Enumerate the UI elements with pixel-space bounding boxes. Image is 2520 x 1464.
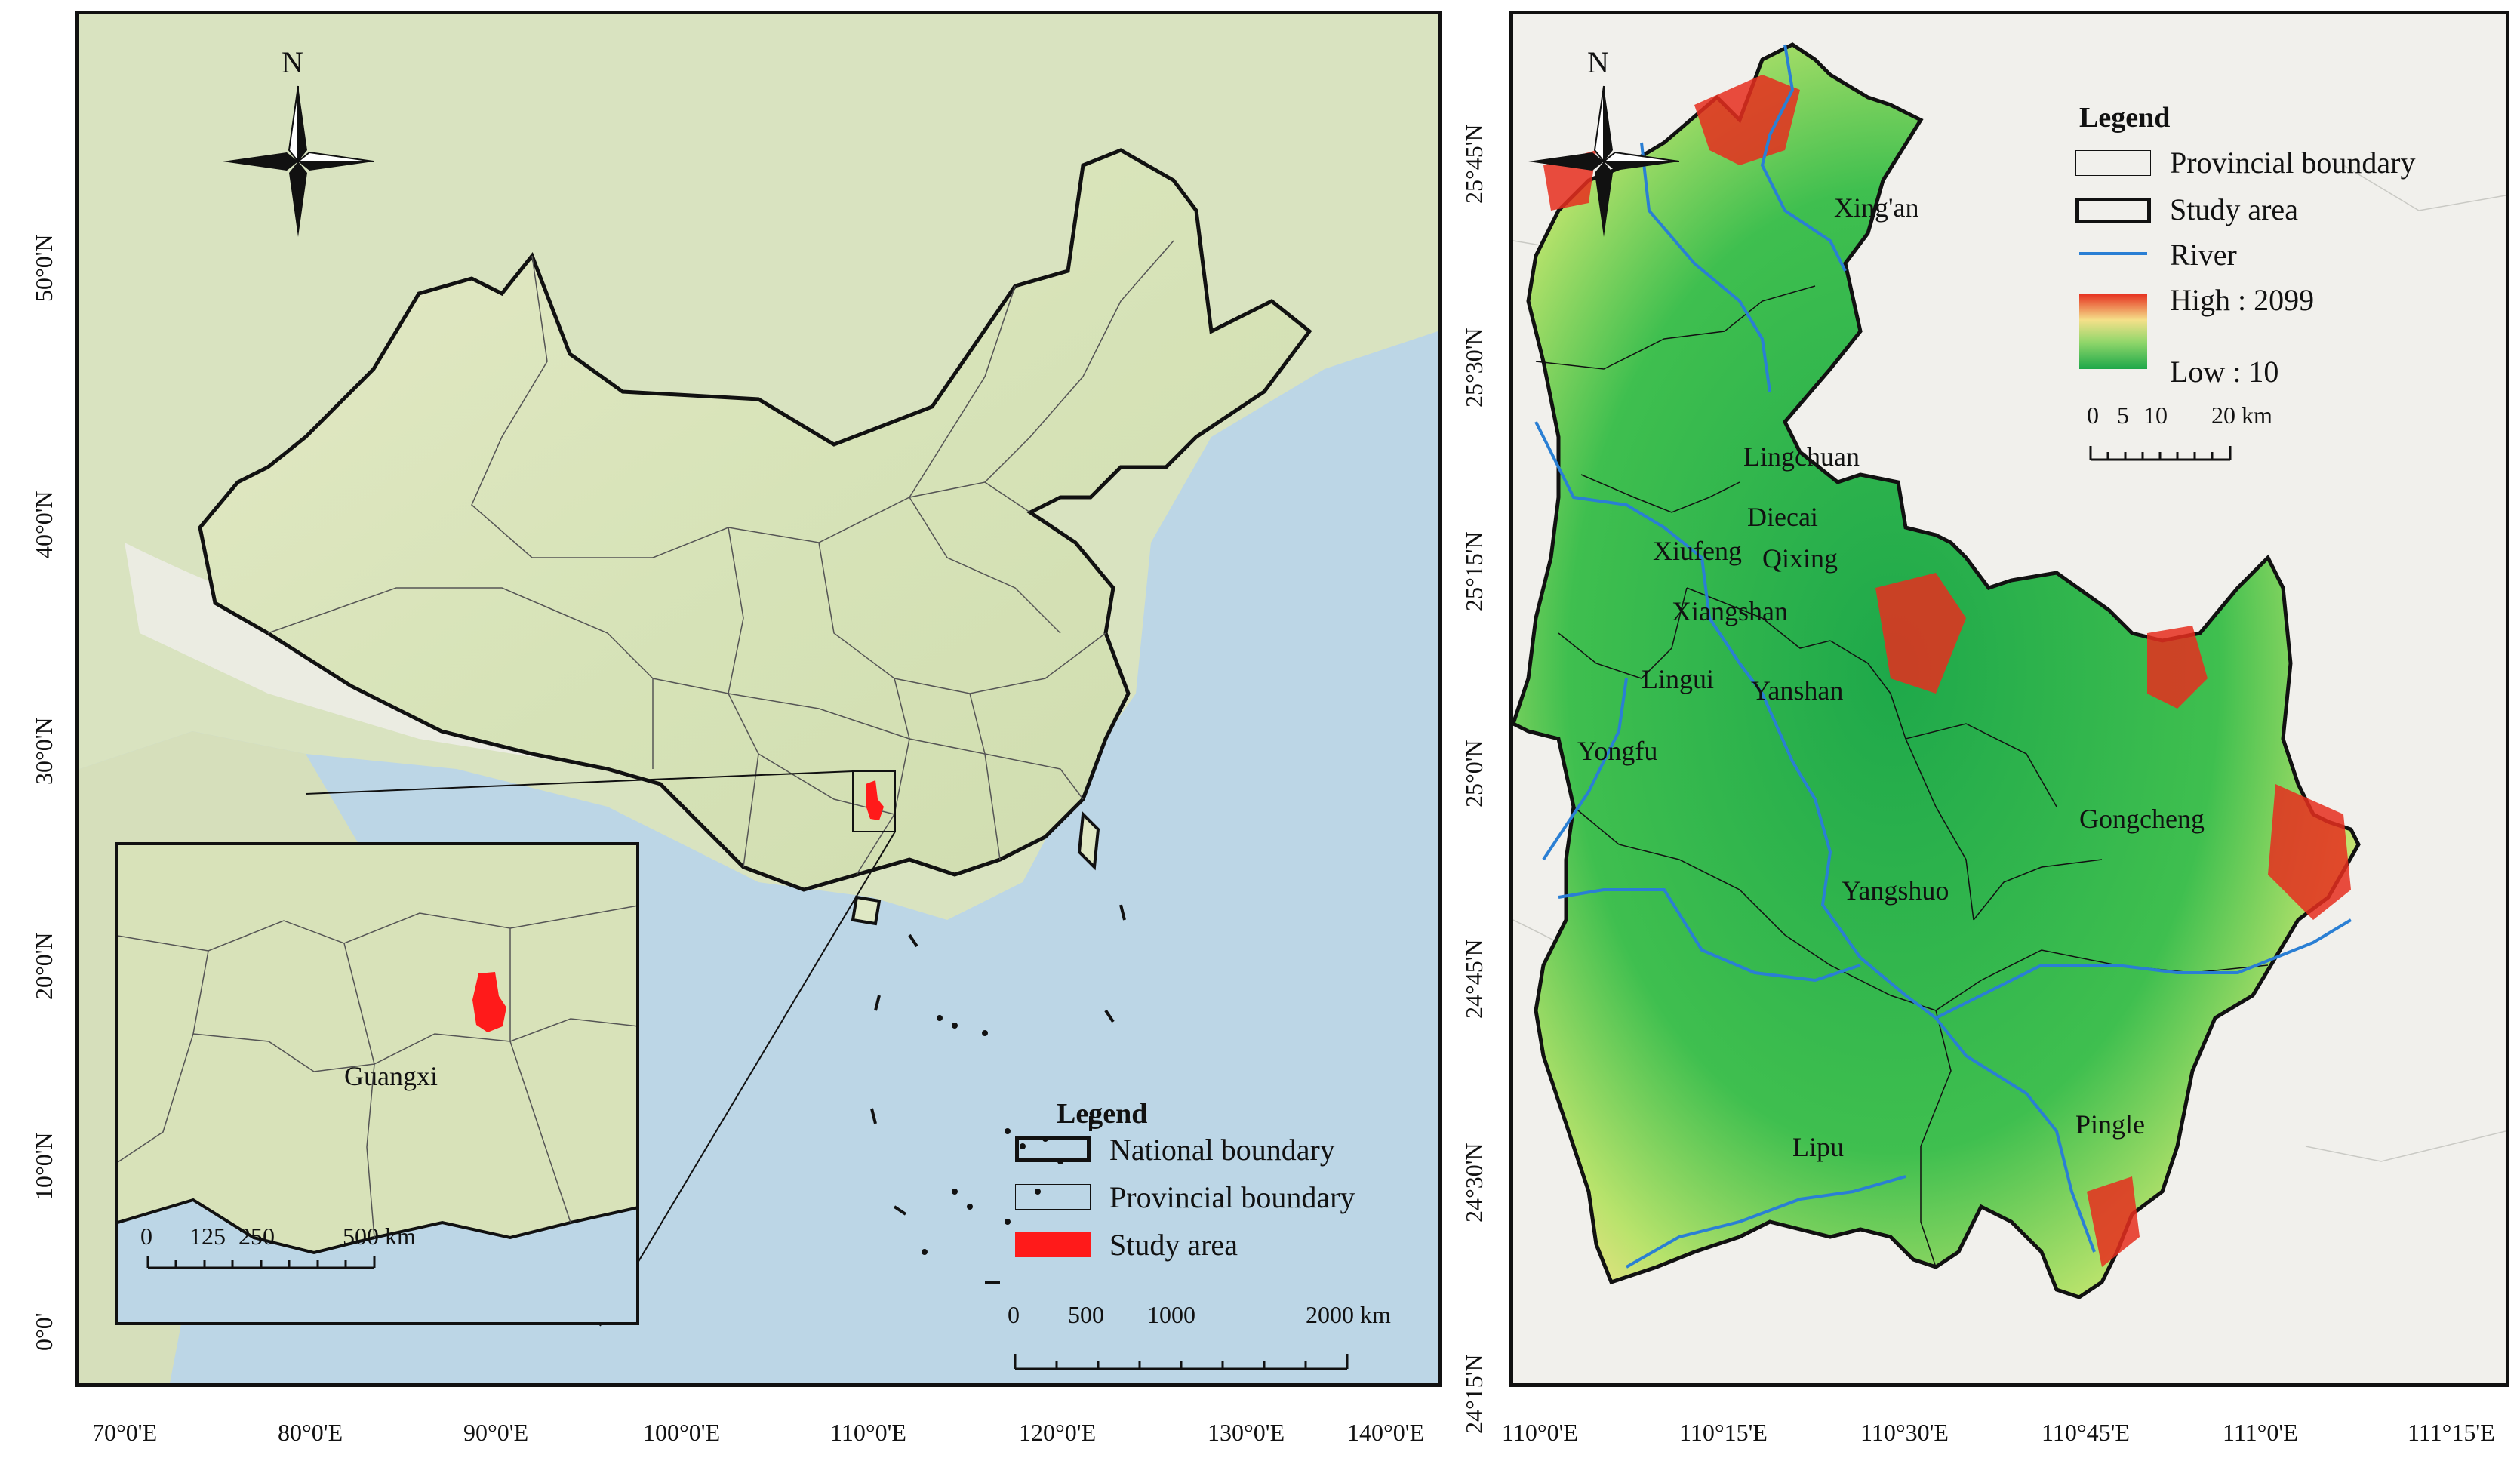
left-legend: Legend National boundary Provincial boun…	[1015, 1097, 1438, 1316]
legend-river-label: River	[2170, 238, 2237, 272]
left-scale-0: 0	[1008, 1301, 1020, 1328]
north-label-right: N	[1587, 45, 1609, 79]
inset-graphic	[118, 905, 636, 1322]
right-scale-0: 0	[2087, 401, 2099, 429]
legend-national-swatch	[1015, 1136, 1091, 1162]
left-lon-120: 120°0'E	[1019, 1419, 1097, 1446]
left-lat-20: 20°0'N	[30, 932, 57, 1000]
inset-guangxi-label: Guangxi	[344, 1061, 438, 1091]
inset-provincial-boundaries	[118, 905, 636, 1238]
left-scale-bar	[1014, 1354, 1349, 1370]
place-yongfu: Yongfu	[1577, 736, 1658, 766]
legend-study-label: Study area	[1109, 1228, 1238, 1262]
left-lon-70: 70°0'E	[92, 1419, 158, 1446]
right-lon-110-30: 110°30'E	[1860, 1419, 1949, 1446]
inset-connector-top	[305, 770, 854, 795]
legend-national-label: National boundary	[1109, 1133, 1335, 1167]
left-lon-100: 100°0'E	[643, 1419, 721, 1446]
place-xiufeng: Xiufeng	[1653, 536, 1742, 566]
legend-provincial-swatch	[1015, 1184, 1091, 1210]
right-lat-25-0: 25°0'N	[1460, 740, 1488, 807]
place-yanshan: Yanshan	[1751, 675, 1844, 706]
study-area-overview	[866, 780, 884, 820]
left-scale-2000: 2000 km	[1306, 1301, 1391, 1328]
right-lat-24-45: 24°45'N	[1460, 939, 1488, 1019]
right-lon-110-45: 110°45'E	[2042, 1419, 2130, 1446]
legend-study-outline-label: Study area	[2170, 192, 2298, 226]
study-area-locator-box	[852, 770, 896, 832]
legend-prov-swatch	[2075, 150, 2151, 176]
place-gongcheng: Gongcheng	[2079, 804, 2205, 834]
left-lat-50: 50°0'N	[30, 234, 57, 302]
right-lon-110-0: 110°0'E	[1502, 1419, 1578, 1446]
compass-icon	[1528, 85, 1679, 237]
right-scale-5: 5	[2117, 401, 2129, 429]
inset-scale-ticks	[146, 1256, 376, 1268]
right-scale-10: 10	[2143, 401, 2168, 429]
place-qixing: Qixing	[1762, 543, 1838, 574]
guangxi-inset-map: Guangxi 0 125 250 500 km	[115, 842, 639, 1325]
inset-connector-bottom	[599, 831, 896, 1327]
nine-dash-line	[870, 904, 1126, 1284]
right-legend-title: Legend	[2079, 102, 2171, 134]
right-lat-24-30: 24°30'N	[1460, 1143, 1488, 1223]
north-arrow-left: N	[223, 45, 374, 241]
place-lipu: Lipu	[1792, 1132, 1844, 1162]
place-xiangshan: Xiangshan	[1672, 596, 1788, 626]
elevation-high-label: High : 2099	[2170, 283, 2315, 317]
right-scale-bar	[2089, 446, 2232, 461]
left-lat-40: 40°0'N	[30, 491, 57, 558]
elevation-low-label: Low : 10	[2170, 355, 2279, 389]
right-scale-20: 20 km	[2211, 401, 2272, 429]
legend-study-outline-swatch	[2075, 198, 2151, 223]
right-lon-111-0: 111°0'E	[2223, 1419, 2298, 1446]
place-pingle: Pingle	[2075, 1109, 2146, 1140]
right-lat-25-15: 25°15'N	[1460, 531, 1488, 611]
taiwan	[1077, 810, 1100, 871]
right-lon-110-15: 110°15'E	[1679, 1419, 1768, 1446]
left-lon-80: 80°0'E	[278, 1419, 343, 1446]
place-xingan: Xing'an	[1834, 192, 1919, 223]
inset-scale-0: 0	[140, 1223, 152, 1250]
right-lat-25-30: 25°30'N	[1460, 328, 1488, 408]
place-lingui: Lingui	[1642, 664, 1714, 694]
north-label-left: N	[282, 45, 303, 79]
compass-icon	[223, 85, 374, 237]
legend-provincial-label: Provincial boundary	[1109, 1180, 1355, 1214]
left-lat-30: 30°0'N	[30, 717, 57, 785]
place-yangshuo: Yangshuo	[1842, 875, 1949, 906]
inset-sea	[118, 1200, 636, 1322]
place-lingchuan: Lingchuan	[1743, 441, 1860, 472]
inset-scale-250: 250	[238, 1223, 275, 1250]
legend-study-swatch	[1015, 1232, 1091, 1257]
left-legend-title: Legend	[1057, 1098, 1148, 1130]
left-lat-0: 0°0'	[30, 1312, 57, 1351]
study-area-dem-map: Xing'an Lingchuan Diecai Xiufeng Qixing …	[1509, 11, 2509, 1387]
left-lat-10: 10°0'N	[30, 1132, 57, 1200]
legend-river-swatch	[2079, 252, 2147, 255]
place-diecai: Diecai	[1747, 502, 1818, 532]
left-lon-140: 140°0'E	[1347, 1419, 1425, 1446]
right-lat-25-45: 25°45'N	[1460, 124, 1488, 204]
china-overview-map: Guangxi 0 125 250 500 km N Legend Nation…	[75, 11, 1442, 1387]
inset-study-area	[472, 972, 506, 1032]
right-lat-24-15: 24°15'N	[1460, 1354, 1488, 1434]
left-lon-130: 130°0'E	[1208, 1419, 1285, 1446]
inset-scale-125: 125	[189, 1223, 226, 1250]
left-scale-500: 500	[1068, 1301, 1104, 1328]
right-legend: Legend Provincial boundary Study area Ri…	[2075, 101, 2498, 494]
china-national-boundary	[198, 148, 1312, 892]
left-lon-90: 90°0'E	[463, 1419, 529, 1446]
left-lon-110: 110°0'E	[830, 1419, 906, 1446]
inset-scale-500: 500 km	[343, 1223, 416, 1250]
right-lon-111-15: 111°15'E	[2408, 1419, 2495, 1446]
left-scale-1000: 1000	[1147, 1301, 1195, 1328]
legend-prov-label: Provincial boundary	[2170, 146, 2416, 180]
hainan	[851, 895, 882, 926]
elevation-colorbar	[2079, 294, 2147, 369]
rivers	[1534, 44, 2352, 1269]
north-arrow-right: N	[1528, 45, 1679, 241]
